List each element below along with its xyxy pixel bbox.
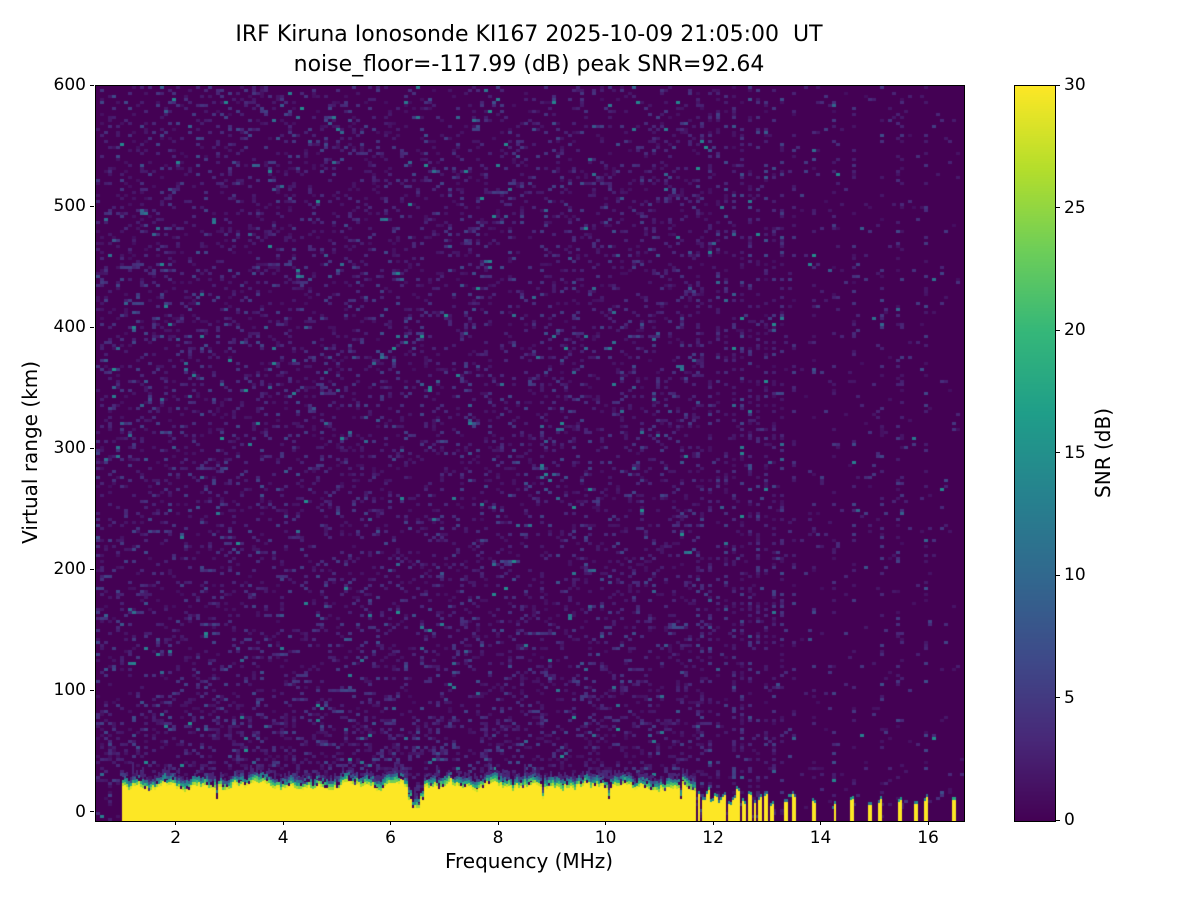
y-tick-label: 0	[75, 801, 86, 822]
y-tick-label: 100	[53, 680, 86, 701]
colorbar-frame	[1014, 85, 1056, 822]
y-tick-label: 200	[53, 559, 86, 580]
x-tick-label: 16	[917, 828, 939, 848]
colorbar-tick-mark	[1056, 819, 1060, 821]
x-tick-mark	[605, 821, 607, 825]
plot-frame	[95, 85, 965, 822]
x-tick-mark	[282, 821, 284, 825]
y-tick-mark	[90, 326, 94, 328]
y-tick-label: 500	[53, 196, 86, 217]
colorbar-tick-label: 20	[1064, 320, 1086, 340]
x-tick-label: 4	[277, 828, 289, 848]
chart-title: IRF Kiruna Ionosonde KI167 2025-10-09 21…	[235, 22, 823, 47]
colorbar-tick-mark	[1056, 697, 1060, 698]
colorbar-tick-label: 10	[1064, 565, 1086, 585]
y-tick-label: 300	[53, 438, 86, 459]
x-tick-label: 14	[809, 828, 832, 848]
x-tick-label: 2	[170, 828, 182, 848]
y-tick-mark	[90, 447, 94, 449]
colorbar-tick-label: 15	[1064, 442, 1086, 463]
colorbar-tick-mark	[1056, 329, 1060, 331]
x-tick-label: 12	[702, 828, 724, 848]
ionogram-heatmap	[96, 86, 964, 821]
y-tick-label: 400	[53, 317, 86, 338]
y-tick-label: 600	[53, 75, 86, 95]
colorbar-tick-label: 25	[1064, 197, 1086, 218]
colorbar-tick-mark	[1056, 574, 1060, 576]
x-tick-mark	[820, 821, 822, 825]
y-tick-mark	[90, 689, 94, 691]
x-tick-mark	[175, 821, 177, 825]
colorbar-tick-label: 30	[1064, 75, 1086, 95]
colorbar-tick-mark	[1056, 207, 1060, 208]
colorbar-tick-mark	[1056, 452, 1060, 453]
colorbar-tick-label: 5	[1064, 687, 1075, 708]
x-axis-label: Frequency (MHz)	[444, 849, 614, 873]
x-tick-label: 10	[594, 828, 617, 848]
colorbar-gradient	[1015, 86, 1055, 821]
x-tick-mark	[927, 821, 929, 825]
x-tick-mark	[497, 821, 499, 825]
y-tick-mark	[90, 205, 94, 207]
colorbar-tick-label: 0	[1064, 810, 1075, 830]
chart-subtitle: noise_floor=-117.99 (dB) peak SNR=92.64	[293, 52, 765, 77]
y-tick-mark	[90, 811, 94, 813]
y-tick-mark	[90, 84, 94, 86]
x-tick-mark	[390, 821, 392, 825]
x-tick-label: 8	[492, 828, 504, 848]
colorbar-tick-mark	[1056, 84, 1060, 86]
x-tick-label: 6	[385, 828, 396, 848]
x-tick-mark	[712, 821, 714, 825]
y-tick-mark	[90, 568, 94, 570]
